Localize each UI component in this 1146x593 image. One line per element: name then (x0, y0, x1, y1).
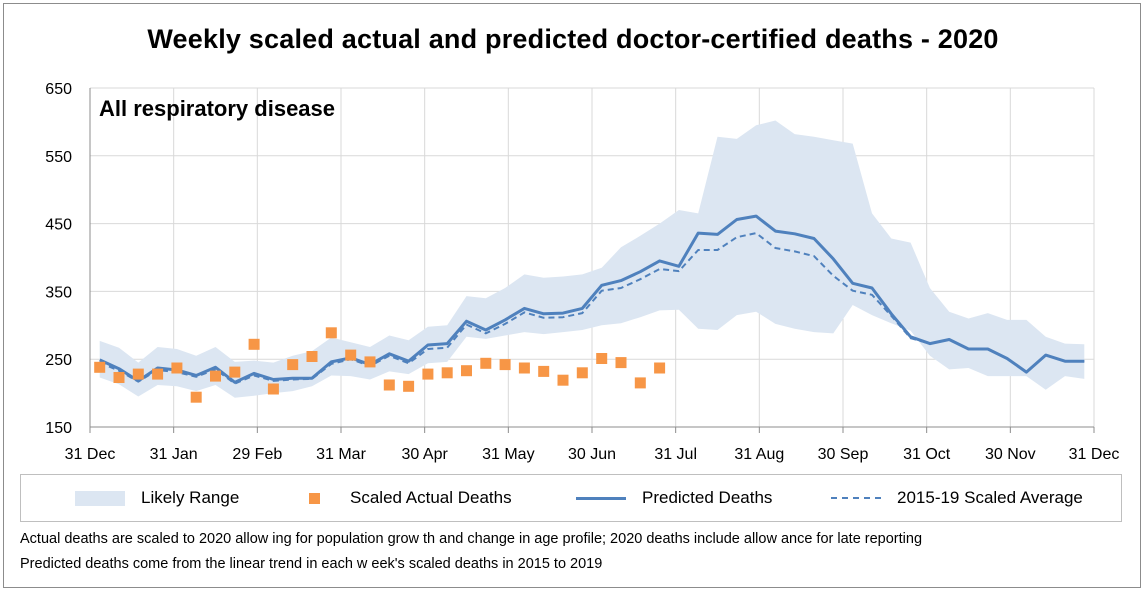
x-tick-label: 31 Jan (150, 446, 198, 463)
x-tick-label: 31 Dec (65, 446, 116, 463)
actual-deaths-point (132, 368, 144, 380)
actual-deaths-point (248, 338, 260, 350)
legend-label-range: Likely Range (141, 488, 240, 507)
legend-label-predicted: Predicted Deaths (642, 488, 773, 507)
x-tick-label: 31 Aug (734, 446, 784, 463)
legend-item-scaled-average: 2015-19 Scaled Average (831, 475, 1083, 521)
x-tick-label: 31 Dec (1069, 446, 1120, 463)
actual-deaths-point (267, 383, 279, 395)
footnote-2: Predicted deaths come from the linear tr… (20, 556, 603, 572)
actual-deaths-point (403, 380, 415, 392)
actual-deaths-point (306, 351, 318, 362)
x-tick-label: 29 Feb (232, 446, 282, 463)
x-tick-label: 31 Oct (903, 446, 951, 463)
actual-deaths-point (422, 368, 434, 380)
actual-deaths-point (615, 357, 627, 369)
x-tick-label: 30 Jun (568, 446, 616, 463)
actual-deaths-point (596, 353, 608, 364)
legend-label-average: 2015-19 Scaled Average (897, 488, 1083, 507)
panel-label: All respiratory disease (99, 96, 335, 121)
legend-item-actual-deaths: Scaled Actual Deaths (309, 475, 512, 521)
actual-deaths-point (383, 379, 395, 391)
x-tick-label: 31 Mar (316, 446, 366, 463)
actual-deaths-point (518, 362, 530, 374)
legend-solid-line-swatch (576, 496, 626, 500)
actual-deaths-point (113, 372, 125, 383)
actual-deaths-point (364, 356, 376, 368)
actual-deaths-point (229, 366, 241, 378)
actual-deaths-point (538, 365, 550, 377)
footnote-1: Actual deaths are scaled to 2020 allow i… (20, 531, 923, 547)
actual-deaths-point (461, 365, 472, 377)
actual-deaths-point (210, 370, 221, 382)
legend-marker-swatch (309, 492, 320, 504)
actual-deaths-point (325, 327, 337, 339)
y-tick-label: 550 (45, 149, 72, 166)
x-tick-label: 30 Apr (402, 446, 449, 463)
y-tick-label: 650 (45, 81, 72, 98)
actual-deaths-point (499, 359, 511, 371)
actual-deaths-point (576, 367, 588, 379)
actual-deaths-point (654, 362, 666, 374)
y-tick-label: 250 (45, 352, 72, 369)
plot-area: 650 550 450 350 250 150 31 Dec 31 Jan 29 Feb 31 M… (45, 81, 1120, 463)
x-tick-label: 30 Sep (818, 446, 869, 463)
x-tick-label: 31 May (482, 446, 534, 463)
actual-deaths-point (94, 361, 106, 373)
x-tick-label: 30 Nov (985, 446, 1036, 463)
legend-item-likely-range: Likely Range (75, 475, 239, 521)
legend-dashed-line-swatch (831, 497, 881, 499)
actual-deaths-point (171, 362, 183, 374)
x-tick-label: 31 Jul (654, 446, 697, 463)
legend-item-predicted-deaths: Predicted Deaths (576, 475, 772, 521)
legend-band-swatch (75, 490, 125, 506)
legend-label-actual: Scaled Actual Deaths (350, 488, 512, 507)
actual-deaths-point (287, 359, 299, 371)
scaled-average-line (99, 232, 1085, 385)
actual-deaths-point (441, 367, 453, 379)
y-tick-label: 450 (45, 217, 72, 234)
actual-deaths-point (634, 377, 646, 389)
actual-deaths-point (190, 391, 202, 403)
actual-deaths-point (557, 374, 569, 386)
likely-range-band (99, 120, 1085, 398)
y-tick-label: 150 (45, 420, 72, 437)
actual-deaths-point (480, 357, 492, 369)
actual-deaths-point (152, 368, 164, 380)
chart-title: Weekly scaled actual and predicted docto… (147, 24, 999, 54)
legend: Likely Range Scaled Actual Deaths Predic… (20, 474, 1122, 522)
y-tick-label: 350 (45, 284, 72, 301)
actual-deaths-point (345, 349, 357, 361)
